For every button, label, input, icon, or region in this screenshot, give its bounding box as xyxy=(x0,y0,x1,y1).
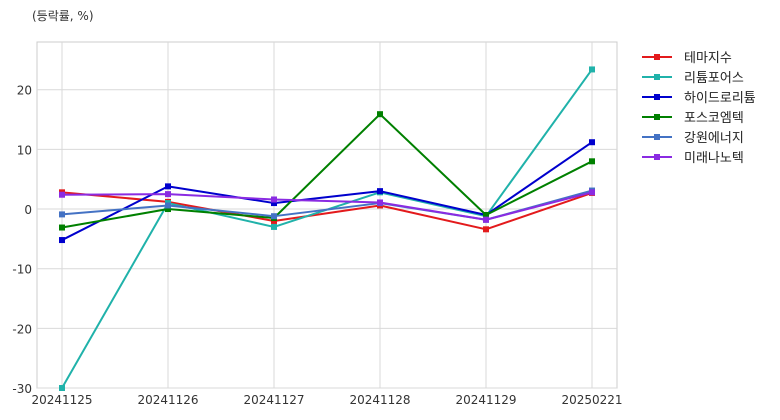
legend-swatch-marker xyxy=(654,114,660,120)
legend-item[interactable]: 미래나노텍 xyxy=(642,151,744,166)
data-point xyxy=(165,206,171,213)
legend-item[interactable]: 테마지수 xyxy=(642,51,732,66)
legend-swatch-marker xyxy=(654,154,660,160)
data-point xyxy=(59,385,65,391)
data-point xyxy=(589,66,595,73)
data-point xyxy=(271,200,277,207)
legend-label: 강원에너지 xyxy=(684,131,744,146)
data-point xyxy=(165,202,171,209)
legend-swatch-marker xyxy=(654,134,660,140)
data-point xyxy=(271,196,277,203)
data-point xyxy=(59,191,65,198)
data-point xyxy=(589,139,595,146)
data-point xyxy=(165,183,171,190)
axes: -30 -20 -10 0 10 20 20241125 20241126 20241127 20… xyxy=(12,84,622,407)
data-point xyxy=(59,237,65,244)
x-tick-label: 20241125 xyxy=(31,393,92,407)
series-line-3 xyxy=(61,141,593,241)
data-point xyxy=(59,211,65,218)
data-point xyxy=(483,212,489,218)
data-point xyxy=(59,224,65,231)
legend-item[interactable]: 포스코엠텍 xyxy=(642,111,744,126)
series-line-6 xyxy=(61,191,593,221)
data-point xyxy=(589,189,595,196)
legend-item[interactable]: 리튬포어스 xyxy=(642,71,744,86)
y-tick-label: -10 xyxy=(12,263,32,277)
data-point xyxy=(271,223,277,230)
legend-label: 테마지수 xyxy=(684,51,732,66)
x-tick-label: 20250221 xyxy=(561,393,622,407)
data-point xyxy=(483,216,489,223)
data-point xyxy=(377,111,383,118)
x-tick-label: 20241129 xyxy=(455,393,516,407)
data-point xyxy=(377,199,383,206)
y-tick-label: -30 xyxy=(12,382,32,396)
series-lines xyxy=(59,66,595,391)
legend-item[interactable]: 하이드로리튬 xyxy=(642,91,756,106)
legend-label: 리튬포어스 xyxy=(684,71,744,86)
y-tick-label: 10 xyxy=(17,143,32,157)
unit-label: (등락률, %) xyxy=(32,9,94,23)
y-tick-label: 0 xyxy=(24,203,32,217)
legend-swatch-marker xyxy=(654,74,660,80)
legend-label: 미래나노텍 xyxy=(684,151,744,166)
data-point xyxy=(165,191,171,198)
legend-swatch-marker xyxy=(654,94,660,100)
x-tick-label: 20241126 xyxy=(137,393,198,407)
data-point xyxy=(271,213,277,220)
legend-item[interactable]: 강원에너지 xyxy=(642,131,744,146)
series-line-4 xyxy=(61,113,593,229)
legend-label: 포스코엠텍 xyxy=(684,111,744,126)
x-tick-label: 20241127 xyxy=(243,393,304,407)
y-tick-label: 20 xyxy=(17,84,32,98)
data-point xyxy=(483,226,489,233)
legend-swatch-marker xyxy=(654,54,660,60)
data-point xyxy=(589,158,595,165)
data-point xyxy=(377,188,383,195)
legend-label: 하이드로리튬 xyxy=(684,91,756,106)
y-tick-label: -20 xyxy=(12,322,32,336)
series-line-1 xyxy=(61,191,593,231)
x-tick-label: 20241128 xyxy=(349,393,410,407)
